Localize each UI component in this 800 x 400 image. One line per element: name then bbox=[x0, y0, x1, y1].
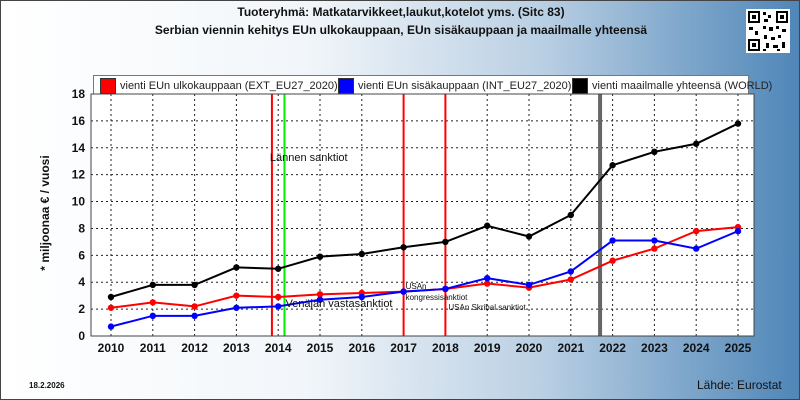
data-point-0 bbox=[149, 299, 156, 306]
y-tick-label: 6 bbox=[78, 248, 85, 262]
data-point-0 bbox=[107, 304, 115, 311]
x-tick-label: 2016 bbox=[348, 341, 375, 355]
data-point-1 bbox=[567, 268, 574, 275]
annotation-us-skripal: USAn Skribal sanktiot bbox=[448, 303, 526, 312]
y-tick-label: 0 bbox=[78, 329, 85, 343]
data-point-1 bbox=[734, 227, 742, 235]
x-tick-label: 2017 bbox=[390, 341, 417, 355]
y-tick-label: 18 bbox=[72, 87, 86, 101]
series-line-1 bbox=[110, 230, 739, 328]
y-tick-label: 14 bbox=[72, 141, 86, 155]
chart-title: Tuoteryhmä: Matkatarvikkeet,laukut,kotel… bbox=[237, 5, 565, 19]
plot-background bbox=[90, 93, 755, 337]
legend-item-int: vienti EUn sisäkauppaan (INT_EU27_2020) bbox=[338, 78, 571, 94]
data-point-1 bbox=[484, 274, 491, 282]
data-point-1 bbox=[693, 245, 700, 252]
data-point-2 bbox=[693, 140, 700, 147]
data-point-1 bbox=[107, 323, 115, 330]
series-line-2 bbox=[110, 122, 739, 298]
data-point-1 bbox=[442, 285, 449, 293]
y-tick-label: 2 bbox=[78, 302, 85, 316]
x-tick-label: 2021 bbox=[557, 341, 584, 355]
data-point-2 bbox=[107, 293, 115, 301]
x-tick-label: 2018 bbox=[432, 341, 459, 355]
data-point-0 bbox=[693, 227, 700, 235]
data-point-2 bbox=[442, 238, 449, 246]
data-point-0 bbox=[651, 245, 658, 252]
data-point-0 bbox=[609, 257, 616, 264]
data-point-2 bbox=[191, 281, 198, 289]
data-point-2 bbox=[525, 233, 533, 240]
x-tick-label: 2014 bbox=[265, 341, 292, 355]
x-tick-label: 2012 bbox=[181, 341, 208, 355]
data-point-2 bbox=[233, 264, 240, 271]
chart-subtitle: Serbian viennin kehitys EUn ulkokauppaan… bbox=[154, 23, 648, 37]
data-point-0 bbox=[484, 280, 491, 287]
annotation-russian-countersanctions: Venäjän vastasanktiot bbox=[285, 298, 392, 310]
y-tick-label: 10 bbox=[72, 195, 86, 209]
data-point-0 bbox=[567, 276, 574, 283]
y-tick-label: 8 bbox=[78, 221, 85, 235]
data-point-2 bbox=[484, 222, 491, 229]
x-tick-label: 2020 bbox=[516, 341, 543, 355]
legend-label-ext: vienti EUn ulkokauppaan (EXT_EU27_2020) bbox=[120, 80, 338, 92]
legend-item-ext: vienti EUn ulkokauppaan (EXT_EU27_2020) bbox=[100, 78, 338, 94]
data-point-2 bbox=[651, 148, 658, 156]
y-tick-label: 12 bbox=[72, 168, 86, 182]
x-tick-label: 2024 bbox=[683, 341, 710, 355]
x-tick-label: 2010 bbox=[98, 341, 125, 355]
data-point-1 bbox=[400, 288, 407, 295]
data-point-2 bbox=[400, 244, 407, 251]
y-tick-label: 16 bbox=[72, 114, 86, 128]
x-tick-label: 2011 bbox=[140, 341, 166, 355]
data-point-1 bbox=[316, 296, 324, 303]
x-tick-label: 2022 bbox=[599, 341, 626, 355]
source-label: Lähde: Eurostat bbox=[697, 378, 782, 392]
data-point-1 bbox=[191, 312, 198, 320]
data-point-1 bbox=[275, 303, 282, 310]
legend-label-int: vienti EUn sisäkauppaan (INT_EU27_2020) bbox=[358, 80, 572, 92]
data-point-1 bbox=[651, 237, 658, 244]
data-point-1 bbox=[233, 304, 240, 311]
data-point-2 bbox=[316, 253, 324, 260]
annotation-us-congress-line2: kongressisanktiot bbox=[406, 293, 469, 302]
data-point-0 bbox=[191, 303, 198, 310]
data-point-2 bbox=[734, 120, 742, 127]
x-tick-label: 2019 bbox=[474, 341, 501, 355]
data-point-0 bbox=[316, 291, 324, 298]
legend-label-world: vienti maailmalle yhteensä (WORLD) bbox=[592, 80, 773, 92]
data-point-2 bbox=[567, 211, 574, 219]
data-point-2 bbox=[609, 162, 616, 169]
data-point-2 bbox=[149, 281, 156, 289]
annotation-us-congress-line1: USAn bbox=[406, 282, 427, 291]
x-tick-label: 2015 bbox=[307, 341, 334, 355]
data-point-0 bbox=[233, 292, 240, 299]
data-point-1 bbox=[609, 237, 616, 244]
y-tick-label: 4 bbox=[78, 275, 85, 289]
y-axis-label: * miljoonaa € / vuosi bbox=[38, 155, 52, 271]
qr-code-icon bbox=[746, 9, 790, 53]
data-point-2 bbox=[358, 250, 365, 258]
data-point-1 bbox=[525, 281, 533, 289]
data-point-1 bbox=[358, 293, 365, 301]
x-tick-label: 2013 bbox=[223, 341, 250, 355]
annotation-western-sanctions: Lännen sanktiot bbox=[270, 152, 348, 164]
data-point-2 bbox=[275, 265, 282, 272]
legend-item-world: vienti maailmalle yhteensä (WORLD) bbox=[572, 78, 772, 94]
data-point-0 bbox=[275, 293, 282, 301]
data-point-1 bbox=[149, 312, 156, 320]
date-label: 18.2.2026 bbox=[29, 381, 65, 390]
x-tick-label: 2023 bbox=[641, 341, 668, 355]
plot-border bbox=[90, 93, 755, 337]
x-tick-label: 2025 bbox=[725, 341, 752, 355]
